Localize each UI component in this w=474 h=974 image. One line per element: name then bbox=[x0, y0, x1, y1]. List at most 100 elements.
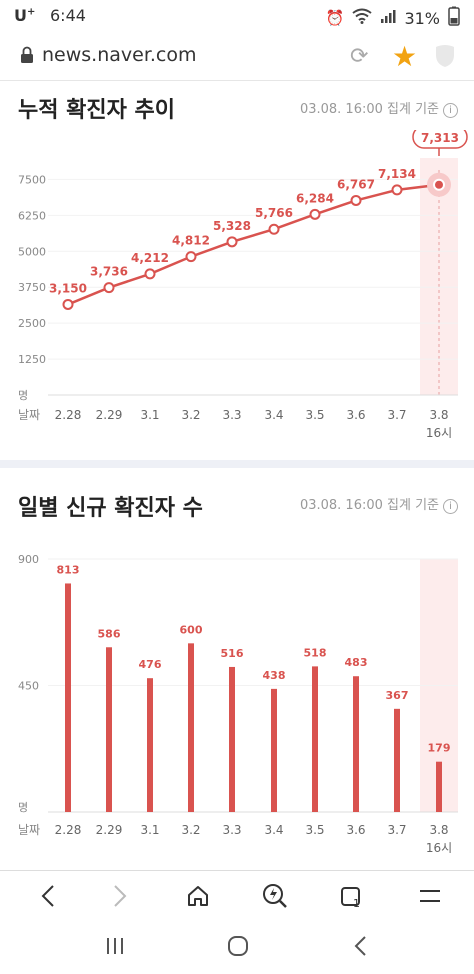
data-point[interactable] bbox=[309, 208, 321, 220]
series-line bbox=[67, 183, 440, 306]
data-label: 4,212 bbox=[131, 251, 169, 265]
bar[interactable] bbox=[106, 647, 112, 812]
y-unit-label: 명 bbox=[18, 389, 28, 402]
data-point[interactable] bbox=[391, 184, 403, 196]
x-tick-label: 3.2 bbox=[181, 823, 200, 837]
data-label: 5,328 bbox=[213, 219, 251, 233]
bar[interactable] bbox=[312, 666, 318, 812]
x-tick-label: 3.4 bbox=[264, 823, 283, 837]
shield-icon[interactable] bbox=[434, 44, 456, 68]
section-divider bbox=[0, 460, 474, 468]
lock-icon bbox=[20, 46, 34, 64]
data-label: 813 bbox=[57, 563, 80, 576]
svg-text:1: 1 bbox=[353, 897, 360, 908]
menu-icon[interactable] bbox=[410, 879, 450, 913]
x-axis-title: 날짜 bbox=[18, 408, 40, 422]
wifi-icon bbox=[352, 8, 373, 28]
y-tick-label: 1250 bbox=[18, 353, 46, 366]
x-tick-label: 3.8 bbox=[429, 408, 448, 422]
data-label: 438 bbox=[263, 669, 286, 682]
signal-icon bbox=[380, 8, 396, 28]
home-button-icon[interactable] bbox=[226, 934, 250, 962]
y-tick-label: 7500 bbox=[18, 173, 46, 186]
data-point[interactable] bbox=[268, 223, 280, 235]
cumulative-note: 03.08. 16:00 집계 기준 i bbox=[300, 98, 458, 118]
daily-title: 일별 신규 확진자 수 bbox=[18, 496, 203, 521]
info-icon[interactable]: i bbox=[443, 103, 458, 118]
x-axis-title: 날짜 bbox=[18, 823, 40, 837]
y-tick-label: 3750 bbox=[18, 281, 46, 294]
reload-icon[interactable]: ⟳ bbox=[350, 44, 369, 69]
highlight-bubble bbox=[412, 130, 468, 149]
data-label: 476 bbox=[139, 658, 162, 671]
status-right: ⏰ 31% bbox=[326, 6, 460, 30]
data-label: 483 bbox=[345, 656, 368, 669]
data-point[interactable] bbox=[433, 178, 445, 191]
home-icon[interactable] bbox=[178, 879, 218, 913]
x-tick-label: 3.7 bbox=[387, 408, 406, 422]
y-tick-label: 450 bbox=[18, 680, 39, 693]
data-label: 3,150 bbox=[49, 281, 87, 295]
data-label: 4,812 bbox=[172, 234, 210, 248]
x-tick-label: 2.29 bbox=[96, 408, 123, 422]
daily-note: 03.08. 16:00 집계 기준 i bbox=[300, 494, 458, 514]
forward-icon[interactable] bbox=[100, 879, 140, 913]
data-point[interactable] bbox=[144, 268, 156, 280]
data-label: 6,284 bbox=[296, 191, 334, 205]
system-nav-bar bbox=[0, 920, 474, 974]
cumulative-title: 누적 확진자 추이 bbox=[18, 98, 175, 123]
x-tick-label: 2.28 bbox=[55, 823, 82, 837]
y-unit-label: 명 bbox=[18, 801, 28, 814]
x-tick-label: 3.5 bbox=[305, 408, 324, 422]
bar[interactable] bbox=[394, 708, 400, 812]
bar[interactable] bbox=[271, 688, 277, 812]
address-bar[interactable]: news.naver.com ⟳ ★ bbox=[0, 32, 474, 81]
x-tick-label: 2.28 bbox=[55, 408, 82, 422]
data-label: 586 bbox=[98, 627, 121, 640]
bar[interactable] bbox=[353, 676, 359, 812]
data-point[interactable] bbox=[350, 194, 362, 206]
search-lightning-icon[interactable] bbox=[255, 879, 295, 913]
recent-apps-icon[interactable] bbox=[104, 936, 126, 960]
data-label: 600 bbox=[180, 623, 203, 636]
bar[interactable] bbox=[188, 643, 194, 812]
x-tick-label: 2.29 bbox=[96, 823, 123, 837]
bar[interactable] bbox=[229, 666, 235, 812]
back-icon[interactable] bbox=[28, 879, 68, 913]
bar[interactable] bbox=[436, 761, 442, 812]
tabs-icon[interactable]: 1 bbox=[332, 879, 372, 913]
bookmark-star-icon[interactable]: ★ bbox=[392, 40, 418, 73]
battery-percent: 31% bbox=[404, 8, 440, 28]
x-tick-label: 3.4 bbox=[264, 408, 283, 422]
data-point[interactable] bbox=[62, 298, 74, 310]
cumulative-line-chart: 7500 6250 5000 3750 2500 1250 명날짜 3,150 2.28 3,73… bbox=[18, 130, 468, 440]
system-back-icon[interactable] bbox=[352, 934, 368, 962]
highlight-column bbox=[420, 158, 458, 395]
data-label: 518 bbox=[304, 646, 327, 659]
y-tick-label: 2500 bbox=[18, 317, 46, 330]
x-tick-label: 3.6 bbox=[346, 408, 365, 422]
x-tick-sublabel: 16시 bbox=[426, 426, 452, 440]
info-icon[interactable]: i bbox=[443, 499, 458, 514]
data-label: 3,736 bbox=[90, 265, 128, 279]
bar[interactable] bbox=[147, 678, 153, 812]
data-point[interactable] bbox=[185, 251, 197, 263]
x-tick-label: 3.3 bbox=[222, 408, 241, 422]
y-tick-label: 900 bbox=[18, 553, 39, 566]
data-label: 516 bbox=[221, 647, 244, 660]
x-tick-label: 3.6 bbox=[346, 823, 365, 837]
data-label: 179 bbox=[428, 742, 451, 755]
status-time: 6:44 bbox=[50, 6, 86, 25]
browser-nav-bar: 1 bbox=[0, 870, 474, 921]
data-label: 6,767 bbox=[337, 177, 375, 191]
battery-icon bbox=[448, 6, 460, 30]
status-bar: U+ 6:44 ⏰ 31% bbox=[0, 0, 474, 32]
url-text[interactable]: news.naver.com bbox=[42, 44, 197, 66]
x-tick-label: 3.1 bbox=[140, 408, 159, 422]
bar[interactable] bbox=[65, 583, 71, 812]
data-point[interactable] bbox=[226, 236, 238, 248]
alarm-icon: ⏰ bbox=[325, 9, 345, 27]
x-tick-label: 3.2 bbox=[181, 408, 200, 422]
x-tick-label: 3.1 bbox=[140, 823, 159, 837]
data-point[interactable] bbox=[103, 282, 115, 294]
